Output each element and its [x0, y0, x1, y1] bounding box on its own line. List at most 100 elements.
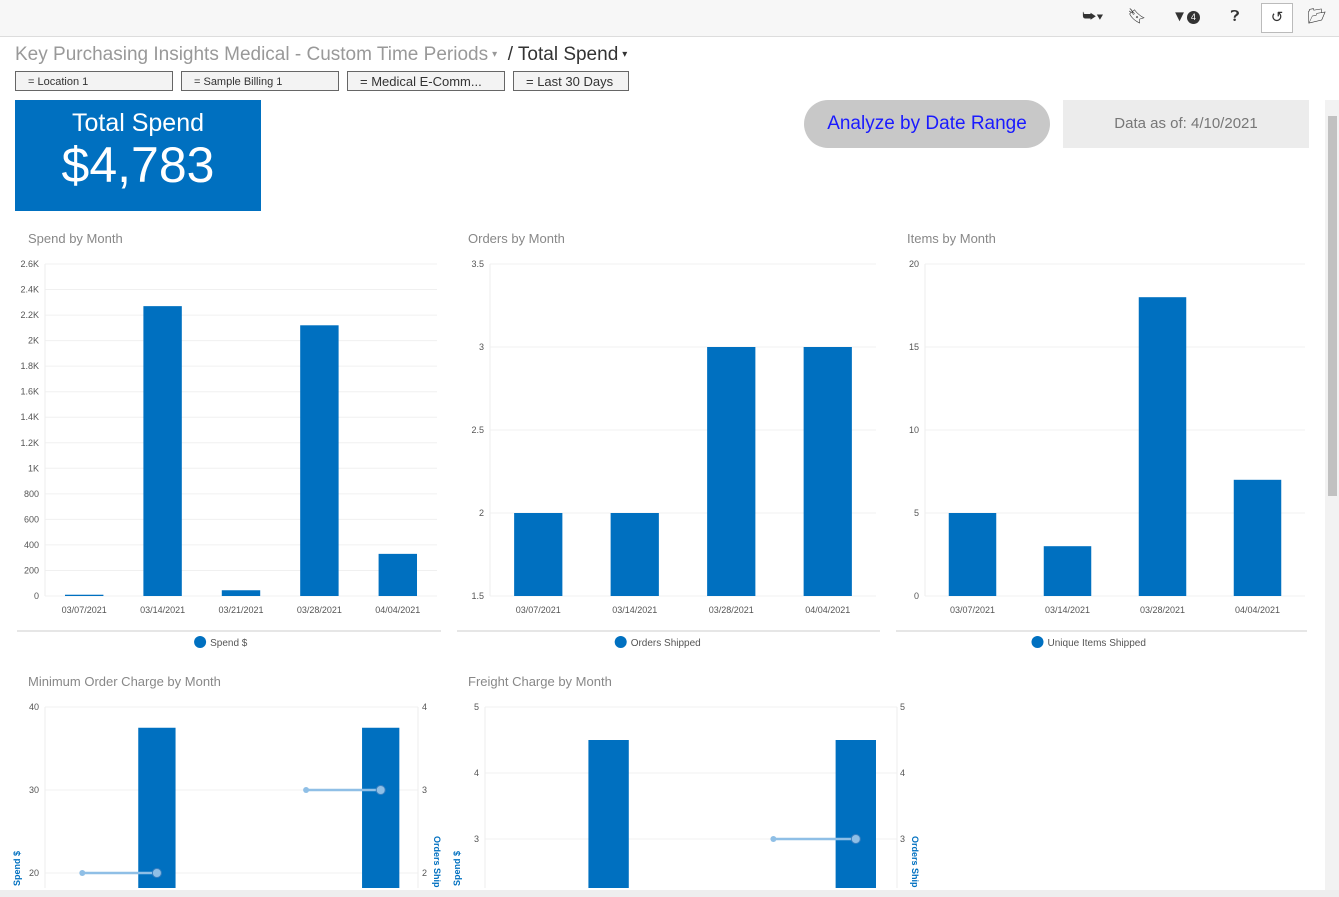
y-tick-label: 4	[474, 768, 479, 778]
y-tick-label: 1.6K	[20, 387, 39, 397]
y-tick-label: 2.4K	[20, 285, 39, 295]
y2-tick-label: 4	[422, 702, 427, 712]
x-tick-label: 03/28/2021	[297, 605, 342, 615]
y-tick-label: 1K	[28, 463, 39, 473]
chart-title: Items by Month	[907, 231, 996, 246]
bar	[610, 513, 659, 596]
legend-marker	[194, 636, 207, 648]
bar	[514, 513, 563, 596]
bar	[64, 594, 104, 596]
kpi-title: Total Spend	[71, 109, 205, 137]
y-tick-label: 1.8K	[20, 361, 39, 371]
y2-tick-label: 5	[900, 702, 905, 712]
y-tick-label: 2	[479, 508, 484, 518]
x-tick-label: 04/04/2021	[805, 605, 850, 615]
y-tick-label: 5	[474, 702, 479, 712]
export-icon[interactable]: ⮩▾	[1082, 8, 1104, 25]
bookmark-icon[interactable]: 🔖︎	[1127, 8, 1147, 25]
filter-category[interactable]: = Medical E-Comm...	[347, 71, 505, 91]
y-tick-label: 20	[29, 868, 39, 878]
analyze-by-date-range-button[interactable]: Analyze by Date Range	[804, 100, 1050, 148]
y-tick-label: 1.2K	[20, 438, 39, 448]
chart-title: Freight Charge by Month	[468, 674, 612, 689]
bar	[948, 513, 997, 596]
x-tick-label: 03/28/2021	[1140, 605, 1185, 615]
bar	[1043, 546, 1092, 596]
y2-tick-label: 3	[422, 785, 427, 795]
legend-marker	[1031, 636, 1044, 648]
y2-tick-label: 3	[900, 834, 905, 844]
y-tick-label: 2K	[28, 336, 39, 346]
filter-date-range[interactable]: = Last 30 Days	[513, 71, 629, 91]
y-tick-label: 5	[914, 508, 919, 518]
scrollbar-thumb[interactable]	[1328, 116, 1337, 496]
breadcrumb-separator: /	[507, 44, 513, 65]
folder-icon[interactable]: 📂︎	[1307, 8, 1327, 25]
help-icon[interactable]: ❓︎	[1230, 8, 1240, 25]
y2-tick-label: 4	[900, 768, 905, 778]
y-tick-label: 3	[479, 342, 484, 352]
x-tick-label: 04/04/2021	[1235, 605, 1280, 615]
bar	[1233, 479, 1282, 596]
legend-label: Unique Items Shipped	[1048, 638, 1146, 649]
y-tick-label: 2.2K	[20, 310, 39, 320]
y2-axis-title: Orders Ship	[432, 836, 442, 888]
bar	[707, 347, 756, 596]
x-tick-label: 03/07/2021	[62, 605, 107, 615]
breadcrumb: Key Purchasing Insights Medical - Custom…	[15, 44, 627, 66]
bar	[803, 347, 852, 596]
bar	[378, 553, 418, 596]
y-tick-label: 1.4K	[20, 412, 39, 422]
bar	[362, 727, 400, 888]
bar	[143, 306, 182, 596]
vertical-scrollbar[interactable]	[1325, 100, 1339, 890]
bar	[300, 325, 339, 596]
line-point	[850, 834, 861, 844]
y-tick-label: 0	[914, 591, 919, 601]
bottom-bar	[0, 890, 1339, 897]
bar	[221, 590, 261, 596]
chevron-down-icon[interactable]: ▾	[492, 49, 498, 61]
breadcrumb-parent[interactable]: Key Purchasing Insights Medical - Custom…	[15, 44, 498, 65]
legend-label: Spend $	[210, 638, 248, 649]
y-axis-title: Spend $	[12, 851, 22, 886]
y2-axis-title: Orders Ship	[910, 836, 920, 888]
filter-billing[interactable]: = Sample Billing 1	[181, 71, 339, 91]
total-spend-kpi: Total Spend $4,783	[15, 100, 261, 211]
x-tick-label: 03/14/2021	[612, 605, 657, 615]
data-as-of: Data as of: 4/10/2021	[1063, 100, 1309, 148]
filter-location[interactable]: = Location 1	[15, 71, 173, 91]
chevron-down-icon[interactable]: ▾	[622, 49, 628, 61]
bar	[1138, 297, 1187, 596]
line-point	[151, 868, 162, 878]
y-tick-label: 200	[24, 565, 39, 575]
refresh-icon[interactable]: ↺	[1261, 3, 1293, 33]
legend-marker	[614, 636, 627, 648]
y-tick-label: 800	[24, 489, 39, 499]
y-tick-label: 15	[909, 342, 919, 352]
bar	[138, 727, 176, 888]
filter-count-badge: 4	[1186, 10, 1200, 24]
top-toolbar: ⮩▾ 🔖︎ ▼ 4 ❓︎ ↺ 📂︎	[0, 0, 1339, 37]
y-tick-label: 30	[29, 785, 39, 795]
y-tick-label: 3	[474, 834, 479, 844]
x-tick-label: 03/07/2021	[950, 605, 995, 615]
y-tick-label: 600	[24, 514, 39, 524]
chart-title: Spend by Month	[28, 231, 123, 246]
breadcrumb-current[interactable]: Total Spend ▾	[517, 44, 628, 65]
x-tick-label: 03/14/2021	[140, 605, 185, 615]
y-tick-label: 40	[29, 702, 39, 712]
kpi-value: $4,783	[61, 137, 215, 193]
y-tick-label: 2.5	[471, 425, 484, 435]
chart-title: Orders by Month	[468, 231, 565, 246]
y-tick-label: 0	[34, 591, 39, 601]
line-point	[375, 785, 386, 795]
y-tick-label: 20	[909, 259, 919, 269]
y-axis-title: Spend $	[452, 851, 462, 886]
filter-icon[interactable]: ▼ 4	[1168, 6, 1204, 28]
x-tick-label: 03/21/2021	[218, 605, 263, 615]
y-tick-label: 2.6K	[20, 259, 39, 269]
bar	[588, 740, 629, 888]
bar	[835, 740, 876, 888]
y-tick-label: 1.5	[471, 591, 484, 601]
